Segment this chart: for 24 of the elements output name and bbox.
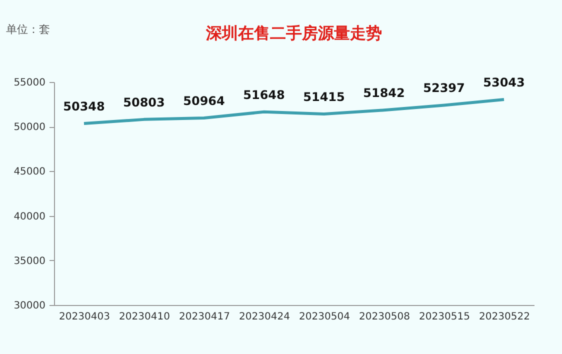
x-tick-label: 20230504 (299, 312, 350, 322)
data-label: 51648 (243, 88, 285, 102)
x-tick-label: 20230424 (239, 312, 290, 322)
chart-title: 深圳在售二手房源量走势 (205, 23, 382, 42)
y-tick-label: 40000 (14, 211, 46, 222)
data-label: 53043 (483, 75, 525, 90)
x-tick-label: 20230417 (179, 312, 230, 322)
y-tick-label: 30000 (14, 300, 46, 312)
data-label: 50348 (63, 99, 105, 114)
x-tick-label: 20230410 (119, 312, 170, 322)
x-tick-label: 20230515 (419, 312, 470, 322)
y-tick-label: 55000 (14, 78, 46, 88)
data-label: 50964 (183, 94, 225, 108)
x-tick-label: 20230522 (479, 312, 530, 322)
y-tick-label: 45000 (14, 166, 46, 178)
data-label: 52397 (423, 81, 465, 96)
x-tick-label: 20230403 (59, 312, 110, 322)
data-label: 51415 (303, 90, 345, 104)
x-tick-label: 20230508 (359, 312, 410, 322)
y-tick-label: 35000 (14, 256, 46, 267)
y-tick-label: 50000 (14, 122, 46, 134)
data-label: 50803 (123, 95, 165, 110)
data-label: 51842 (363, 86, 405, 100)
text: 单位：套 (6, 22, 50, 37)
